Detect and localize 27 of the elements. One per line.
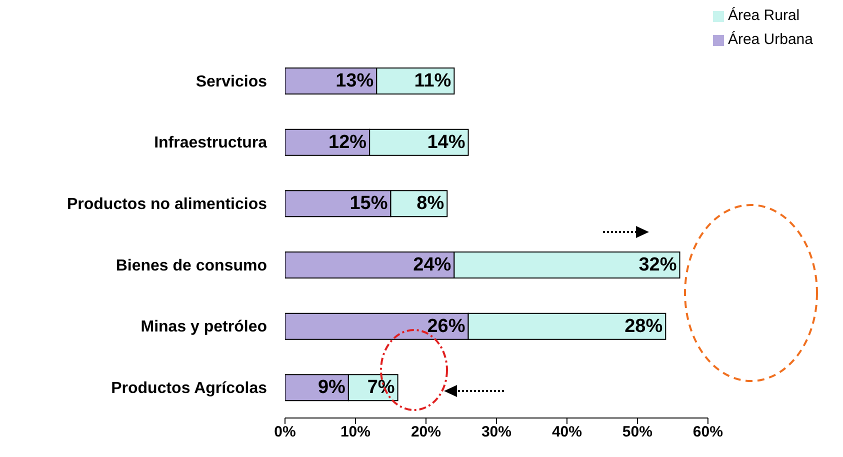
y-tick-label: Minas y petróleo [140, 318, 268, 336]
y-tick-label: Productos no alimenticios [66, 196, 268, 214]
y-tick-label: Productos Agrícolas [111, 380, 268, 398]
data-label: 8% [416, 193, 444, 214]
data-label: 9% [318, 377, 346, 398]
data-label: 28% [624, 316, 663, 337]
data-label: 7% [367, 377, 395, 398]
x-tick-label: 60% [692, 424, 723, 441]
x-tick-label: 20% [410, 424, 441, 441]
data-label: 24% [413, 254, 452, 276]
x-tick-label: 40% [552, 424, 582, 441]
data-label: 13% [336, 70, 374, 92]
y-tick-label: Servicios [196, 73, 268, 90]
legend-label: Área Urbana [728, 31, 813, 48]
data-label: 15% [350, 193, 388, 214]
data-label: 32% [638, 254, 677, 276]
x-tick-label: 0% [274, 424, 296, 441]
data-label: 14% [427, 132, 466, 153]
y-tick-label: Infraestructura [154, 134, 268, 152]
legend-label: Área Rural [728, 7, 800, 24]
x-tick-label: 10% [340, 424, 371, 441]
data-label: 26% [427, 316, 466, 337]
x-tick-label: 50% [622, 424, 652, 441]
data-label: 11% [414, 70, 452, 92]
y-tick-label: Bienes de consumo [116, 257, 268, 274]
x-tick-label: 30% [481, 424, 512, 441]
data-label: 12% [328, 132, 367, 153]
